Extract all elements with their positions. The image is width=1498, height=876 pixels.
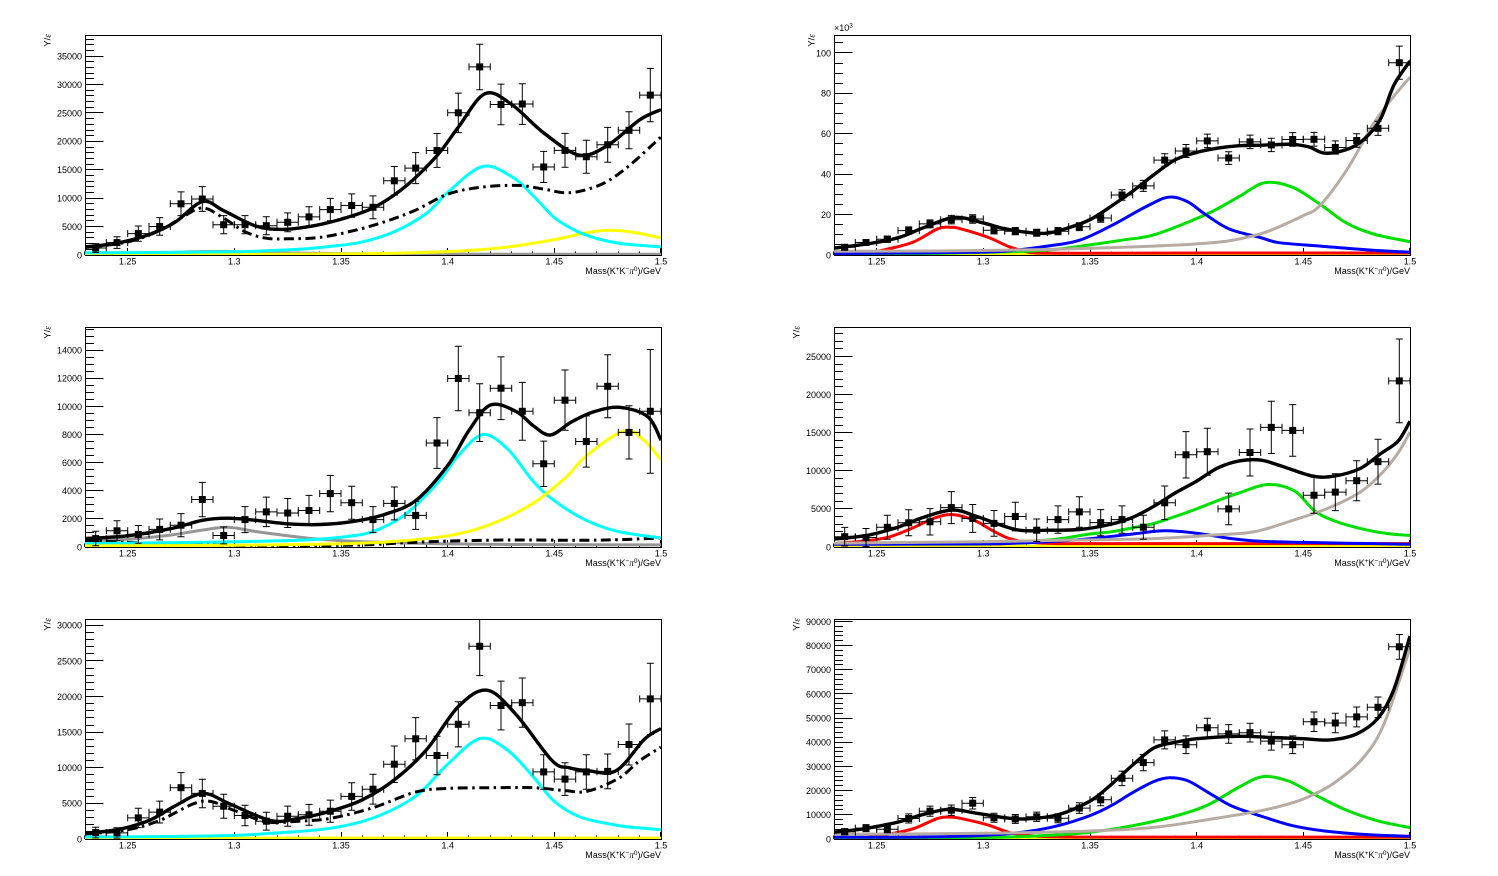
svg-text:20000: 20000 xyxy=(806,390,831,400)
svg-text:0: 0 xyxy=(77,834,82,844)
svg-text:1.5: 1.5 xyxy=(1404,841,1417,851)
svg-text:15000: 15000 xyxy=(57,728,82,738)
svg-text:×103: ×103 xyxy=(834,23,853,34)
svg-text:Y/ε: Y/ε xyxy=(792,618,803,631)
svg-text:70000: 70000 xyxy=(806,665,831,675)
svg-text:5000: 5000 xyxy=(62,799,82,809)
svg-text:1.45: 1.45 xyxy=(546,549,564,559)
svg-text:40: 40 xyxy=(821,170,831,180)
svg-text:1.3: 1.3 xyxy=(977,841,990,851)
svg-text:1.5: 1.5 xyxy=(1404,549,1417,559)
svg-text:1.4: 1.4 xyxy=(1190,549,1203,559)
svg-text:90000: 90000 xyxy=(806,617,831,627)
svg-text:100: 100 xyxy=(816,48,831,58)
svg-text:Y/ε: Y/ε xyxy=(43,618,54,631)
svg-text:40000: 40000 xyxy=(806,738,831,748)
svg-text:0: 0 xyxy=(826,542,831,552)
svg-text:1.4: 1.4 xyxy=(441,257,454,267)
svg-text:4000: 4000 xyxy=(62,486,82,496)
svg-text:1.25: 1.25 xyxy=(119,841,137,851)
svg-text:1.35: 1.35 xyxy=(332,841,350,851)
svg-text:1.3: 1.3 xyxy=(228,257,241,267)
svg-text:6000: 6000 xyxy=(62,458,82,468)
svg-text:35000: 35000 xyxy=(57,52,82,62)
svg-text:1.35: 1.35 xyxy=(332,257,350,267)
svg-text:14000: 14000 xyxy=(57,346,82,356)
svg-text:Mass(K+K−π0)/GeV: Mass(K+K−π0)/GeV xyxy=(1334,558,1410,568)
svg-text:1.25: 1.25 xyxy=(868,549,886,559)
svg-text:1.25: 1.25 xyxy=(868,257,886,267)
svg-text:Mass(K+K−π0)/GeV: Mass(K+K−π0)/GeV xyxy=(1334,850,1410,860)
svg-text:1.5: 1.5 xyxy=(655,549,668,559)
svg-text:12000: 12000 xyxy=(57,374,82,384)
svg-text:0: 0 xyxy=(77,250,82,260)
svg-text:1.4: 1.4 xyxy=(1190,841,1203,851)
svg-text:1.3: 1.3 xyxy=(977,549,990,559)
svg-text:1.35: 1.35 xyxy=(1081,549,1099,559)
svg-text:1.3: 1.3 xyxy=(228,549,241,559)
svg-text:1.3: 1.3 xyxy=(977,257,990,267)
svg-text:Y/ε: Y/ε xyxy=(43,34,54,47)
svg-text:1.45: 1.45 xyxy=(1295,549,1313,559)
svg-text:1.25: 1.25 xyxy=(119,257,137,267)
svg-text:30000: 30000 xyxy=(57,621,82,631)
svg-text:1.45: 1.45 xyxy=(546,257,564,267)
svg-text:Y/ε: Y/ε xyxy=(807,34,818,47)
svg-text:10000: 10000 xyxy=(57,402,82,412)
svg-text:10000: 10000 xyxy=(806,810,831,820)
svg-text:20000: 20000 xyxy=(57,692,82,702)
svg-text:1.45: 1.45 xyxy=(1295,841,1313,851)
svg-text:1.5: 1.5 xyxy=(655,841,668,851)
svg-text:20000: 20000 xyxy=(806,786,831,796)
svg-text:1.3: 1.3 xyxy=(228,841,241,851)
svg-text:80000: 80000 xyxy=(806,641,831,651)
svg-text:1.35: 1.35 xyxy=(332,549,350,559)
svg-text:Y/ε: Y/ε xyxy=(43,326,54,339)
svg-text:1.5: 1.5 xyxy=(655,257,668,267)
svg-text:Mass(K+K−π0)/GeV: Mass(K+K−π0)/GeV xyxy=(585,850,661,860)
svg-text:60000: 60000 xyxy=(806,689,831,699)
svg-text:8000: 8000 xyxy=(62,430,82,440)
svg-text:0: 0 xyxy=(826,250,831,260)
svg-text:0: 0 xyxy=(77,542,82,552)
svg-text:1.5: 1.5 xyxy=(1404,257,1417,267)
svg-text:1.4: 1.4 xyxy=(441,549,454,559)
svg-text:25000: 25000 xyxy=(57,656,82,666)
svg-text:20: 20 xyxy=(821,210,831,220)
svg-text:1.35: 1.35 xyxy=(1081,841,1099,851)
svg-text:5000: 5000 xyxy=(811,504,831,514)
svg-text:10000: 10000 xyxy=(57,194,82,204)
svg-text:1.25: 1.25 xyxy=(119,549,137,559)
svg-text:1.35: 1.35 xyxy=(1081,257,1099,267)
svg-text:Y/ε: Y/ε xyxy=(792,326,803,339)
svg-text:30000: 30000 xyxy=(57,80,82,90)
svg-text:0: 0 xyxy=(826,834,831,844)
svg-text:1.4: 1.4 xyxy=(441,841,454,851)
svg-text:10000: 10000 xyxy=(806,466,831,476)
svg-text:80: 80 xyxy=(821,89,831,99)
svg-text:1.45: 1.45 xyxy=(546,841,564,851)
svg-text:15000: 15000 xyxy=(57,165,82,175)
svg-text:1.45: 1.45 xyxy=(1295,257,1313,267)
svg-text:Mass(K+K−π0)/GeV: Mass(K+K−π0)/GeV xyxy=(585,558,661,568)
svg-text:30000: 30000 xyxy=(806,762,831,772)
svg-text:Mass(K+K−π0)/GeV: Mass(K+K−π0)/GeV xyxy=(585,266,661,276)
svg-text:5000: 5000 xyxy=(62,222,82,232)
svg-text:25000: 25000 xyxy=(57,108,82,118)
svg-text:Mass(K+K−π0)/GeV: Mass(K+K−π0)/GeV xyxy=(1334,266,1410,276)
svg-text:10000: 10000 xyxy=(57,763,82,773)
svg-text:2000: 2000 xyxy=(62,514,82,524)
svg-text:20000: 20000 xyxy=(57,137,82,147)
svg-text:60: 60 xyxy=(821,129,831,139)
svg-text:50000: 50000 xyxy=(806,714,831,724)
svg-text:15000: 15000 xyxy=(806,428,831,438)
svg-text:1.25: 1.25 xyxy=(868,841,886,851)
svg-text:1.4: 1.4 xyxy=(1190,257,1203,267)
svg-text:25000: 25000 xyxy=(806,352,831,362)
